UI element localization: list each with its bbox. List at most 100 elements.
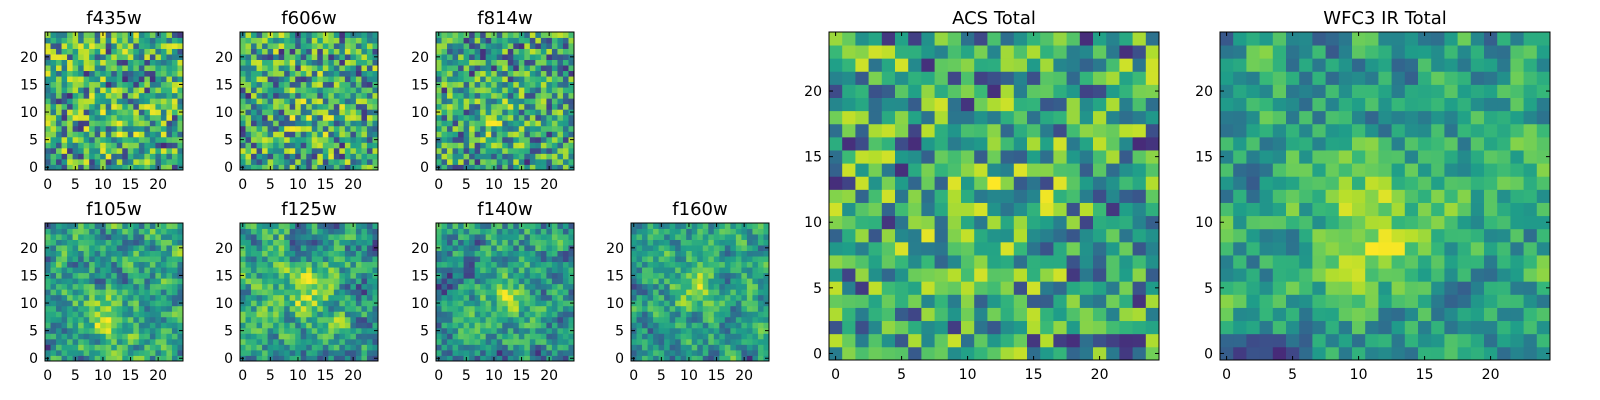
- heatmap-cell: [328, 305, 335, 312]
- heatmap-cell: [245, 256, 252, 263]
- heatmap-cell: [273, 239, 280, 246]
- heatmap-cell: [328, 125, 335, 132]
- heatmap-cell: [1066, 294, 1081, 308]
- x-tick-label: 15: [317, 368, 335, 384]
- heatmap-cell: [441, 338, 448, 345]
- heatmap-cell: [144, 349, 151, 356]
- heatmap-cell: [1093, 215, 1107, 230]
- heatmap-cell: [535, 256, 542, 263]
- heatmap-cell: [300, 228, 307, 235]
- heatmap-cell: [133, 103, 140, 110]
- heatmap-cell: [171, 70, 178, 77]
- heatmap-cell: [491, 81, 498, 88]
- heatmap-cell: [724, 349, 731, 356]
- heatmap-cell: [67, 300, 73, 307]
- heatmap-cell: [322, 114, 329, 121]
- heatmap-cell: [730, 327, 737, 334]
- heatmap-cell: [1066, 333, 1081, 348]
- y-tick-label: 0: [29, 351, 38, 367]
- heatmap-cell: [513, 333, 520, 340]
- heatmap-cell: [507, 120, 514, 127]
- heatmap-cell: [1066, 241, 1081, 256]
- heatmap-cell: [961, 346, 975, 361]
- heatmap-cell: [507, 333, 514, 340]
- heatmap-cell: [474, 338, 481, 345]
- heatmap-cell: [67, 43, 73, 49]
- heatmap-cell: [127, 250, 134, 257]
- heatmap-cell: [507, 250, 514, 257]
- heatmap-cell: [735, 239, 742, 246]
- heatmap-cell: [361, 311, 368, 318]
- heatmap-cell: [289, 37, 296, 44]
- heatmap-cell: [507, 59, 514, 66]
- heatmap-cell: [149, 228, 156, 235]
- heatmap-cell: [83, 54, 90, 60]
- heatmap-cell: [675, 239, 682, 246]
- heatmap-cell: [50, 87, 57, 94]
- heatmap-cell: [540, 234, 547, 240]
- heatmap-cell: [485, 316, 492, 323]
- heatmap-cell: [491, 120, 498, 127]
- heatmap-cell: [974, 333, 988, 348]
- heatmap-cell: [67, 65, 73, 72]
- heatmap-cell: [987, 307, 1001, 322]
- heatmap-cell: [155, 37, 162, 44]
- heatmap-cell: [67, 256, 73, 263]
- heatmap-cell: [463, 92, 470, 99]
- heatmap-cell: [116, 261, 123, 268]
- heatmap-cell: [507, 136, 514, 143]
- heatmap-cell: [653, 272, 659, 279]
- heatmap-cell: [568, 349, 575, 356]
- heatmap-cell: [133, 65, 140, 72]
- heatmap-cell: [752, 349, 759, 356]
- heatmap-cell: [333, 48, 340, 55]
- heatmap-cell: [116, 228, 123, 235]
- heatmap-cell: [452, 98, 459, 105]
- heatmap-cell: [1145, 320, 1160, 335]
- heatmap-cell: [496, 125, 503, 132]
- heatmap-cell: [757, 349, 764, 356]
- heatmap-cell: [295, 43, 302, 49]
- heatmap-cell: [535, 76, 542, 83]
- heatmap-cell: [78, 278, 85, 285]
- heatmap-cell: [177, 37, 184, 44]
- heatmap-cell: [507, 223, 514, 229]
- heatmap-cell: [458, 120, 464, 127]
- heatmap-cell: [518, 267, 525, 274]
- heatmap-cell: [680, 344, 687, 351]
- heatmap-cell: [350, 70, 357, 77]
- y-tick-label: 20: [215, 241, 233, 257]
- heatmap-cell: [842, 268, 856, 282]
- heatmap-cell: [350, 228, 357, 235]
- heatmap-cell: [1093, 281, 1107, 295]
- y-tick-label: 0: [224, 160, 233, 176]
- heatmap-cell: [842, 320, 856, 335]
- heatmap-cell: [284, 333, 291, 340]
- heatmap-cell: [317, 43, 324, 49]
- heatmap-cell: [502, 245, 509, 251]
- heatmap-cell: [680, 300, 687, 307]
- heatmap-cells: [829, 32, 1160, 361]
- heatmap-cell: [339, 98, 346, 105]
- heatmap-cell: [160, 125, 167, 132]
- heatmap-cell: [1106, 189, 1120, 203]
- heatmap-cell: [262, 327, 268, 334]
- heatmap-cell: [551, 92, 558, 99]
- heatmap-cell: [1106, 281, 1120, 295]
- heatmap-cell: [116, 109, 123, 116]
- heatmap-cell: [491, 322, 498, 329]
- y-tick-label: 5: [420, 133, 429, 149]
- heatmap-cell: [105, 338, 112, 345]
- y-tick-label: 10: [20, 296, 38, 312]
- heatmap-cell: [45, 142, 51, 149]
- heatmap-cell: [868, 346, 883, 361]
- heatmap-cell: [518, 81, 525, 88]
- heatmap-cell: [502, 283, 509, 290]
- heatmap-cell: [463, 76, 470, 83]
- heatmap-cell: [78, 239, 85, 246]
- heatmap-cell: [289, 120, 296, 127]
- heatmap-cell: [653, 228, 659, 235]
- heatmap-cell: [273, 114, 280, 121]
- heatmap-cell: [568, 59, 575, 66]
